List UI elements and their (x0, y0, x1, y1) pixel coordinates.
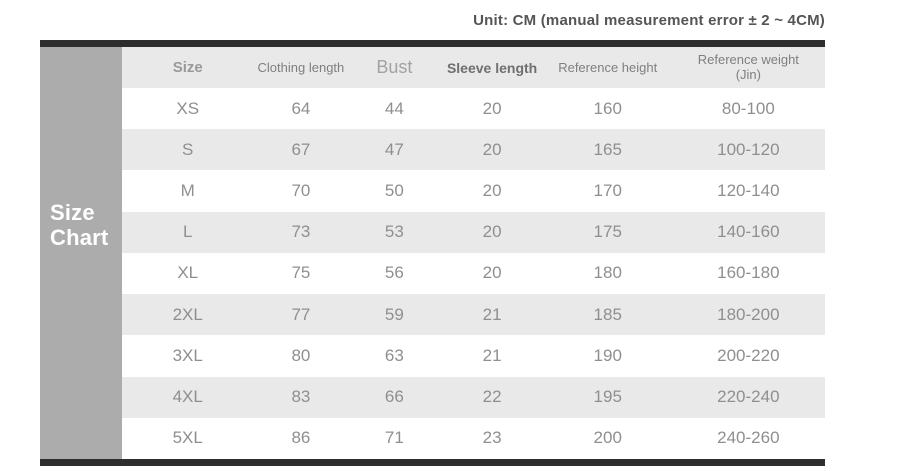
panel-body: Size Chart Size (40, 47, 825, 459)
sleeve-cell: 20 (482, 139, 502, 159)
sleeve-cell: 20 (482, 181, 502, 201)
weight-cell: 160-180 (717, 263, 780, 283)
bust-cell: 47 (384, 139, 404, 159)
table-row-4xl: 4XL 83 66 22 195 220-240 (122, 376, 825, 418)
sleeve-cell: 21 (482, 304, 502, 324)
weight-cell: 140-160 (717, 222, 780, 242)
length-cell: 75 (291, 263, 311, 283)
weight-cell: 120-140 (717, 181, 780, 201)
top-divider-bar (40, 40, 825, 47)
size-chart-panel: Size Chart Size (40, 40, 825, 466)
length-cell: 77 (291, 304, 311, 324)
length-cell: 86 (291, 428, 311, 448)
sleeve-cell: 20 (482, 222, 502, 242)
table-row-3xl: 3XL 80 63 21 190 200-220 (122, 335, 825, 377)
unit-note: Unit: CM (manual measurement error ± 2 ~… (473, 12, 825, 29)
height-cell: 190 (593, 345, 622, 365)
height-cell: 180 (593, 263, 622, 283)
column-header-reference-weight-label: Reference weight (697, 51, 799, 67)
size-cell: M (180, 181, 195, 201)
table-row-l: L 73 53 20 175 140-160 (122, 211, 825, 253)
size-cell: 4XL (172, 387, 203, 407)
column-header-reference-height: Reference height (558, 60, 658, 75)
length-cell: 64 (291, 98, 311, 118)
sidebar-title-line1: Size (50, 200, 95, 226)
size-chart-table: Size Clothing length Bust Sleeve length … (122, 47, 825, 459)
column-header-reference-weight: Reference weight (Jin) (672, 47, 825, 88)
weight-cell: 100-120 (717, 139, 780, 159)
sleeve-cell: 20 (482, 263, 502, 283)
bust-cell: 66 (384, 387, 404, 407)
height-cell: 160 (593, 98, 622, 118)
column-header-size: Size (172, 59, 203, 76)
bust-cell: 56 (384, 263, 404, 283)
table-header: Size Clothing length Bust Sleeve length … (122, 47, 825, 88)
bust-cell: 44 (384, 98, 404, 118)
bust-cell: 50 (384, 181, 404, 201)
length-cell: 83 (291, 387, 311, 407)
sleeve-cell: 21 (482, 345, 502, 365)
table-row-5xl: 5XL 86 71 23 200 240-260 (122, 417, 825, 459)
weight-cell: 200-220 (717, 345, 780, 365)
sidebar-title-line2: Chart (50, 225, 109, 250)
weight-cell: 80-100 (721, 98, 775, 118)
table-row-xs: XS 64 44 20 160 80-100 (122, 88, 825, 130)
weight-cell: 220-240 (717, 387, 780, 407)
column-header-bust: Bust (376, 57, 413, 77)
length-cell: 70 (291, 181, 311, 201)
size-cell: XL (177, 263, 199, 283)
table-row-xl: XL 75 56 20 180 160-180 (122, 252, 825, 295)
length-cell: 73 (291, 222, 311, 242)
length-cell: 80 (291, 345, 311, 365)
height-cell: 185 (593, 304, 622, 324)
table-row-2xl: 2XL 77 59 21 185 180-200 (122, 294, 825, 336)
bottom-divider-bar (40, 459, 825, 466)
size-cell: L (182, 222, 193, 242)
header-row: Size Clothing length Bust Sleeve length … (122, 47, 825, 88)
bust-cell: 53 (384, 222, 404, 242)
height-cell: 175 (593, 222, 622, 242)
column-header-reference-weight-sub: (Jin) (735, 66, 761, 82)
size-cell: 2XL (172, 304, 203, 324)
size-cell: 5XL (172, 428, 203, 448)
size-cell: S (182, 139, 194, 159)
column-header-clothing-length: Clothing length (257, 60, 345, 75)
table-row-s: S 67 47 20 165 100-120 (122, 129, 825, 171)
size-cell: XS (176, 98, 200, 118)
size-chart-sidebar: Size Chart (40, 47, 122, 459)
column-header-sleeve-length: Sleeve length (446, 59, 538, 76)
bust-cell: 63 (384, 345, 404, 365)
height-cell: 170 (593, 181, 622, 201)
height-cell: 165 (593, 139, 622, 159)
table-area: Size Clothing length Bust Sleeve length … (122, 47, 825, 459)
weight-cell: 180-200 (717, 304, 780, 324)
table-row-m: M 70 50 20 170 120-140 (122, 170, 825, 212)
bust-cell: 59 (384, 304, 404, 324)
size-cell: 3XL (172, 345, 203, 365)
sleeve-cell: 22 (482, 387, 502, 407)
bust-cell: 71 (384, 428, 404, 448)
sleeve-cell: 23 (482, 428, 502, 448)
height-cell: 195 (593, 387, 622, 407)
length-cell: 67 (291, 139, 311, 159)
weight-cell: 240-260 (717, 428, 780, 448)
height-cell: 200 (593, 428, 622, 448)
sleeve-cell: 20 (482, 98, 502, 118)
table-body: XS 64 44 20 160 80-100 S 67 47 20 (122, 88, 825, 459)
